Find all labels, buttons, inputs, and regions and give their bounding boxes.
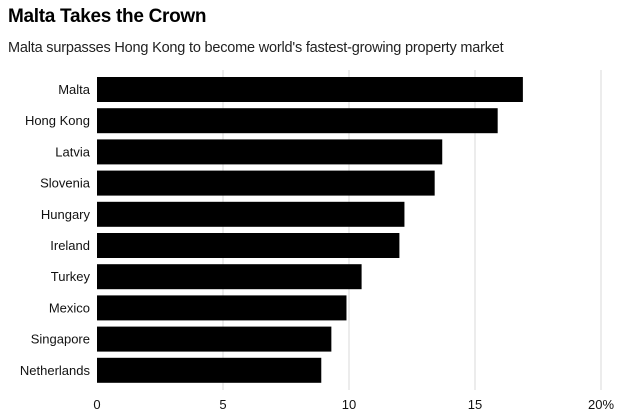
x-tick-label: 20% [588,397,614,412]
chart-subtitle: Malta surpasses Hong Kong to become worl… [8,40,504,56]
x-tick-label: 10 [342,397,356,412]
category-label: Latvia [55,144,90,159]
x-tick-label: 5 [219,397,226,412]
category-label: Slovenia [40,176,91,191]
bar [97,77,523,102]
bar [97,295,347,321]
bar [97,201,405,227]
bar [97,139,443,165]
category-label: Mexico [49,300,90,315]
category-label: Hungary [41,207,91,222]
category-label: Singapore [31,332,90,347]
x-tick-label: 0 [93,397,100,412]
category-label: Hong Kong [25,113,90,128]
x-tick-label: 15 [468,397,482,412]
bar [97,357,322,383]
category-label: Netherlands [20,363,91,378]
category-label: Ireland [50,238,90,253]
category-label: Malta [58,82,91,97]
bar [97,170,435,196]
category-label: Turkey [51,269,91,284]
bar [97,108,498,134]
bar [97,233,400,258]
bar [97,264,362,290]
chart-title: Malta Takes the Crown [8,6,207,27]
bar [97,326,332,352]
